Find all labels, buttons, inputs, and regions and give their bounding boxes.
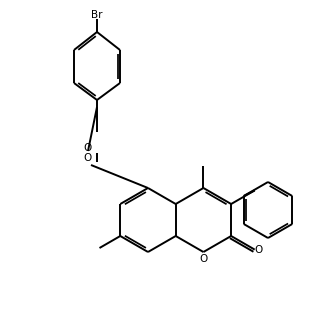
Text: O: O [84,153,92,163]
Text: O: O [255,245,263,255]
Text: O: O [84,143,92,153]
Text: O: O [199,254,208,264]
Text: Br: Br [91,10,103,20]
